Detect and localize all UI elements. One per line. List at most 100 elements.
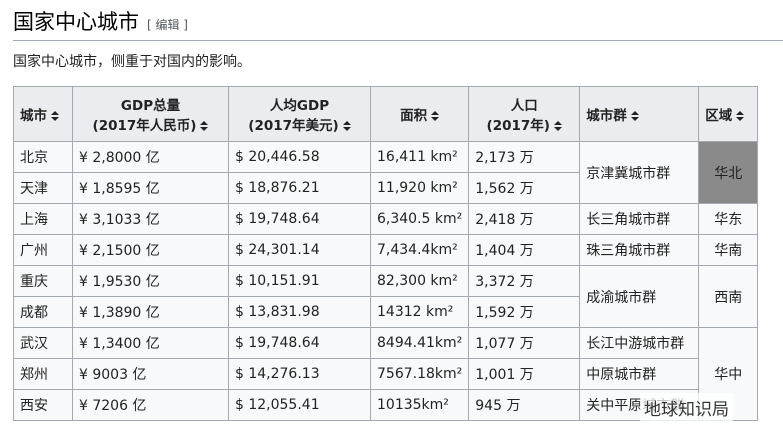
table-row: 成都 ¥ 1,3890 亿 $ 13,831.98 14312 km² 1,592 万 bbox=[13, 296, 758, 328]
table-cell: 1,562 万 bbox=[468, 172, 581, 204]
table-cell: 西南 bbox=[698, 265, 759, 328]
header-row: 城市 GDP总量 (2017年人民币) 人均GDP (2017年美元) 面积 人口 (2017… bbox=[13, 86, 759, 142]
table-cell: 2,418 万 bbox=[468, 203, 581, 235]
table-row: 北京 ¥ 2,8000 亿 $ 20,446.58 16,411 km² 2,173 万… bbox=[13, 141, 759, 204]
sort-icon[interactable] bbox=[431, 111, 440, 121]
table-body: 北京 ¥ 2,8000 亿 $ 20,446.58 16,411 km² 2,173 万… bbox=[13, 141, 759, 421]
table-cell: 2,173 万 bbox=[468, 141, 581, 173]
column-header[interactable]: 城市群 bbox=[579, 86, 700, 142]
header-text: GDP总量 bbox=[120, 98, 181, 114]
table-cell: ¥ 1,3890 亿 bbox=[72, 296, 229, 328]
header-text: (2017年美元) bbox=[248, 118, 339, 134]
table-cell: 上海 bbox=[13, 203, 73, 235]
table-cell: 长三角城市群 bbox=[579, 203, 700, 235]
table-cell: 西安 bbox=[13, 389, 73, 421]
city-table: 城市 GDP总量 (2017年人民币) 人均GDP (2017年美元) 面积 人口 (2017… bbox=[13, 86, 759, 421]
table-row: 武汉 ¥ 1,3400 亿 $ 19,748.64 8494.41km² 1,077 万… bbox=[13, 327, 759, 421]
table-cell: 10135km² bbox=[369, 389, 470, 421]
sort-arrow bbox=[51, 111, 59, 121]
table-cell: 中原城市群 bbox=[579, 358, 700, 390]
table-cell: ¥ 1,9530 亿 bbox=[72, 265, 229, 297]
table-cell: $ 13,831.98 bbox=[228, 296, 371, 328]
table-cell: 1,592 万 bbox=[468, 296, 581, 328]
header-text: (2017年) bbox=[486, 118, 550, 134]
sort-icon[interactable] bbox=[736, 111, 745, 121]
table-cell: ¥ 1,8595 亿 bbox=[72, 172, 229, 204]
intro-text: 国家中心城市，侧重于对国内的影响。 bbox=[13, 54, 251, 70]
table-row: 广州 ¥ 2,1500 亿 $ 24,301.14 7,434.4km² 1,404 万… bbox=[13, 234, 759, 266]
table-row: 重庆 ¥ 1,9530 亿 $ 10,151.91 82,300 km² 3,372 万… bbox=[13, 265, 759, 328]
table-cell: 北京 bbox=[13, 141, 73, 173]
table-cell: 14312 km² bbox=[369, 296, 470, 328]
sort-icon[interactable] bbox=[51, 111, 59, 121]
header-text: 区域 bbox=[705, 108, 733, 124]
table-cell: $ 19,748.64 bbox=[228, 203, 371, 235]
table-cell: ¥ 7206 亿 bbox=[72, 389, 229, 421]
table-row: 郑州 ¥ 9003 亿 $ 14,276.13 7567.18km² 1,001 万中原… bbox=[13, 358, 758, 390]
table-cell: $ 19,748.64 bbox=[228, 327, 371, 359]
page-title: 国家中心城市 [ 编辑 ] bbox=[13, 6, 188, 36]
table-cell: 1,404 万 bbox=[468, 234, 581, 266]
table-cell: ¥ 2,1500 亿 bbox=[72, 234, 229, 266]
edit-link[interactable]: [ 编辑 ] bbox=[147, 18, 188, 32]
header-text: 人口 bbox=[510, 98, 538, 114]
column-header[interactable]: 人口 (2017年) bbox=[468, 86, 581, 142]
header-text: (2017年人民币) bbox=[92, 118, 197, 134]
table-cell: ¥ 1,3400 亿 bbox=[72, 327, 229, 359]
table-cell: 华北 bbox=[698, 141, 759, 204]
table-cell: 8494.41km² bbox=[369, 327, 470, 359]
table-cell: 6,340.5 km² bbox=[369, 203, 470, 235]
sort-arrow bbox=[630, 111, 639, 121]
table-cell: $ 24,301.14 bbox=[228, 234, 371, 266]
table-cell: 11,920 km² bbox=[369, 172, 470, 204]
table-cell: 武汉 bbox=[13, 327, 73, 359]
column-header[interactable]: GDP总量 (2017年人民币) bbox=[72, 86, 229, 142]
table-cell: 7567.18km² bbox=[369, 358, 470, 390]
table-cell: 重庆 bbox=[13, 265, 73, 297]
table-cell: 成都 bbox=[13, 296, 73, 328]
table-cell: 7,434.4km² bbox=[369, 234, 470, 266]
title-text: 国家中心城市 bbox=[13, 10, 139, 34]
table-cell: 成渝城市群 bbox=[579, 265, 700, 328]
header-text: 城市 bbox=[20, 108, 47, 124]
sort-icon[interactable] bbox=[630, 111, 639, 121]
table-cell: 华东 bbox=[698, 203, 759, 235]
sort-arrow bbox=[200, 121, 209, 131]
table-row: 西安 ¥ 7206 亿 $ 12,055.41 10135km² 945 万关中平原城市… bbox=[13, 389, 758, 421]
table-cell: ¥ 2,8000 亿 bbox=[72, 141, 229, 173]
table-cell: $ 10,151.91 bbox=[228, 265, 371, 297]
table-cell: 郑州 bbox=[13, 358, 73, 390]
table-cell: $ 14,276.13 bbox=[228, 358, 371, 390]
table-cell: $ 12,055.41 bbox=[228, 389, 371, 421]
table-cell: 1,001 万 bbox=[468, 358, 581, 390]
sort-arrow bbox=[736, 111, 745, 121]
table-cell: $ 20,446.58 bbox=[228, 141, 371, 173]
table-cell: ¥ 3,1033 亿 bbox=[72, 203, 229, 235]
sort-icon[interactable] bbox=[553, 121, 562, 131]
heading-rule bbox=[13, 40, 783, 41]
table-cell: ¥ 9003 亿 bbox=[72, 358, 229, 390]
column-header[interactable]: 面积 bbox=[369, 86, 470, 142]
sort-icon[interactable] bbox=[342, 121, 351, 131]
column-header[interactable]: 人均GDP (2017年美元) bbox=[228, 86, 371, 142]
table-cell: 16,411 km² bbox=[369, 141, 470, 173]
table-row: 天津 ¥ 1,8595 亿 $ 18,876.21 11,920 km² 1,562 万 bbox=[13, 172, 758, 204]
header-text: 人均GDP bbox=[269, 98, 330, 114]
table-cell: 京津冀城市群 bbox=[579, 141, 700, 204]
column-header[interactable]: 城市 bbox=[13, 86, 73, 142]
watermark: 地球知识局 bbox=[640, 393, 733, 422]
table-cell: 华南 bbox=[698, 234, 759, 266]
table-cell: 珠三角城市群 bbox=[579, 234, 700, 266]
header-text: 面积 bbox=[400, 108, 428, 124]
table-cell: 1,077 万 bbox=[468, 327, 581, 359]
table-cell: 广州 bbox=[13, 234, 73, 266]
header-text: 城市群 bbox=[586, 108, 627, 124]
sort-arrow bbox=[553, 121, 562, 131]
sort-arrow bbox=[342, 121, 351, 131]
sort-arrow bbox=[431, 111, 440, 121]
table-cell: 长江中游城市群 bbox=[579, 327, 700, 359]
table-cell: 3,372 万 bbox=[468, 265, 581, 297]
sort-icon[interactable] bbox=[200, 121, 209, 131]
column-header[interactable]: 区域 bbox=[698, 86, 759, 142]
table-cell: $ 18,876.21 bbox=[228, 172, 371, 204]
